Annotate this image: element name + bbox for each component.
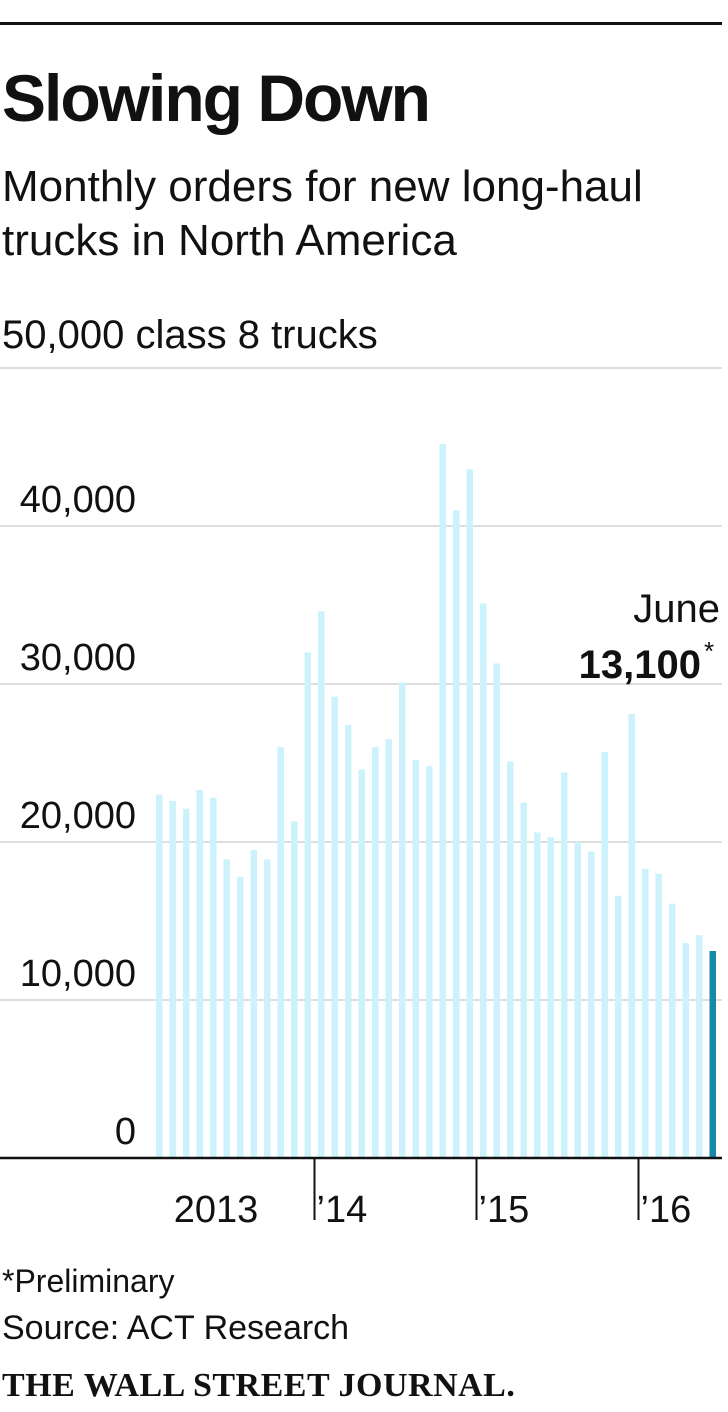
publisher-logo: THE WALL STREET JOURNAL. (2, 1367, 516, 1404)
annotation-value: 13,100 (579, 643, 701, 687)
x-tick-label: 2013 (174, 1189, 259, 1231)
bar (412, 759, 419, 1158)
y-tick-label: 20,000 (20, 795, 136, 837)
bar (588, 851, 595, 1158)
x-tick-label: ’16 (641, 1189, 692, 1231)
bar (196, 789, 203, 1158)
bar (439, 443, 446, 1159)
bar (696, 935, 703, 1158)
bar (277, 747, 284, 1158)
bar (426, 766, 433, 1158)
bar (507, 761, 514, 1158)
top-rule (0, 22, 722, 25)
bar (237, 876, 244, 1158)
bar (385, 739, 392, 1158)
y-tick-label: 10,000 (20, 953, 136, 995)
last-value-annotation: June 13,100 * (579, 587, 720, 687)
footnote-mark: * (2, 1263, 15, 1299)
tick-labels: 0 10,000 20,000 30,000 40,000 2013 ’14 ’15 ’16 (20, 479, 691, 1231)
bars (156, 443, 716, 1159)
bar-highlight (709, 951, 716, 1158)
y-tick-label: 40,000 (20, 479, 136, 521)
bar (628, 714, 635, 1158)
footnote: *Preliminary (2, 1262, 174, 1300)
bar (156, 794, 163, 1158)
bar (601, 751, 608, 1158)
bar (453, 510, 460, 1158)
bar (304, 652, 311, 1158)
chart-title: Slowing Down (2, 61, 431, 135)
y-axis-units-label: 50,000 class 8 trucks (2, 313, 378, 357)
bar (210, 797, 217, 1158)
bar (331, 696, 338, 1158)
bar (250, 849, 257, 1158)
bar (480, 603, 487, 1158)
bar (547, 837, 554, 1158)
axes (0, 1156, 722, 1220)
x-tick-label: ’14 (317, 1189, 368, 1231)
bar (223, 859, 230, 1158)
annotation-footnote-mark: * (704, 636, 714, 666)
chart-subtitle: Monthly orders for new long-haul trucks … (2, 162, 643, 265)
bar (615, 895, 622, 1158)
bar (291, 821, 298, 1158)
bar (682, 943, 689, 1158)
bar (520, 802, 527, 1158)
bar (534, 832, 541, 1158)
bar (561, 772, 568, 1158)
bar (183, 808, 190, 1158)
bar (669, 903, 676, 1158)
bar (345, 725, 352, 1158)
bar (399, 682, 406, 1158)
bar (655, 873, 662, 1158)
footnote-text: Preliminary (14, 1263, 175, 1299)
bar-chart: 0 10,000 20,000 30,000 40,000 2013 ’14 ’15 ’16 J… (0, 367, 722, 1231)
bar (264, 859, 271, 1158)
bar (372, 747, 379, 1158)
x-tick-label: ’15 (479, 1189, 530, 1231)
bar (358, 769, 365, 1158)
source-credit: Source: ACT Research (2, 1309, 350, 1347)
bar (642, 868, 649, 1158)
bar (574, 842, 581, 1158)
annotation-month: June (633, 587, 720, 631)
bar (169, 800, 176, 1158)
bar (318, 611, 325, 1158)
y-tick-label: 0 (115, 1111, 136, 1153)
bar (466, 469, 473, 1158)
bar (493, 663, 500, 1158)
y-tick-label: 30,000 (20, 637, 136, 679)
